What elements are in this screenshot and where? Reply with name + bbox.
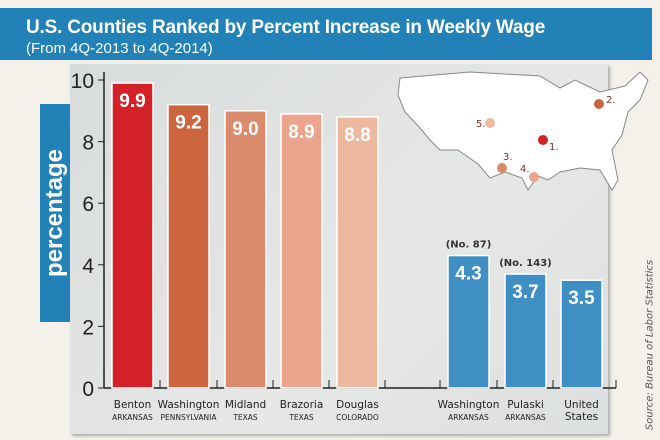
map-marker-label: 2. xyxy=(606,95,616,106)
category-label: Midland xyxy=(225,399,266,411)
category-label: Washington xyxy=(158,399,220,411)
category-label: United xyxy=(564,399,599,411)
bar-value-label: 9.0 xyxy=(232,119,258,140)
bar xyxy=(560,279,603,389)
category-label: Brazoria xyxy=(280,399,324,411)
category-state-label: ARKANSAS xyxy=(505,413,546,422)
category-label: Pulaski xyxy=(507,399,544,411)
category-label: Washington xyxy=(438,399,500,411)
category-label: Douglas xyxy=(336,399,379,411)
map-marker xyxy=(594,99,604,109)
bar xyxy=(280,113,323,389)
map-marker-label: 1. xyxy=(549,142,559,153)
category-state-label: ARKANSAS xyxy=(448,413,489,422)
map-marker xyxy=(497,163,507,173)
bar xyxy=(447,254,490,389)
category-state-label: TEXAS xyxy=(232,413,258,422)
bar-value-label: 3.7 xyxy=(512,282,538,303)
map-marker xyxy=(485,118,495,128)
y-tick-label: 8 xyxy=(82,132,94,155)
category-state-label: States xyxy=(565,411,598,423)
bar xyxy=(504,273,547,389)
category-label: Benton xyxy=(114,399,152,411)
y-tick-label: 6 xyxy=(82,193,94,216)
rank-label: (No. 87) xyxy=(446,240,492,251)
map-marker-label: 5. xyxy=(476,119,486,130)
y-axis-label-box xyxy=(40,104,70,322)
rank-label: (No. 143) xyxy=(499,258,552,269)
y-tick-label: 2 xyxy=(82,316,94,339)
bar-value-label: 9.2 xyxy=(175,113,201,134)
category-state-label: TEXAS xyxy=(288,413,314,422)
bar xyxy=(224,110,267,389)
y-tick-label: 10 xyxy=(71,70,94,93)
bar-value-label: 9.9 xyxy=(119,91,145,112)
map-marker-label: 3. xyxy=(503,152,513,163)
bar-value-label: 8.8 xyxy=(344,125,370,146)
y-tick-label: 4 xyxy=(82,255,94,278)
map-marker xyxy=(529,172,539,182)
map-marker-label: 4. xyxy=(520,164,530,175)
category-state-label: COLORADO xyxy=(336,413,379,422)
bar-value-label: 8.9 xyxy=(288,122,314,143)
bar-value-label: 3.5 xyxy=(568,288,595,309)
chart-title: U.S. Counties Ranked by Percent Increase… xyxy=(26,17,546,38)
category-state-label: ARKANSAS xyxy=(112,413,153,422)
bar-value-label: 4.3 xyxy=(455,264,481,285)
chart-subtitle: (From 4Q-2013 to 4Q-2014) xyxy=(26,40,213,57)
map-marker xyxy=(538,135,548,145)
category-state-label: PENNSYLVANIA xyxy=(161,413,218,422)
bar xyxy=(336,116,379,389)
y-tick-label: 0 xyxy=(82,378,94,401)
bar xyxy=(167,103,210,389)
title-banner: U.S. Counties Ranked by Percent Increase… xyxy=(0,8,652,60)
us-map xyxy=(397,71,649,191)
bar xyxy=(111,82,154,389)
